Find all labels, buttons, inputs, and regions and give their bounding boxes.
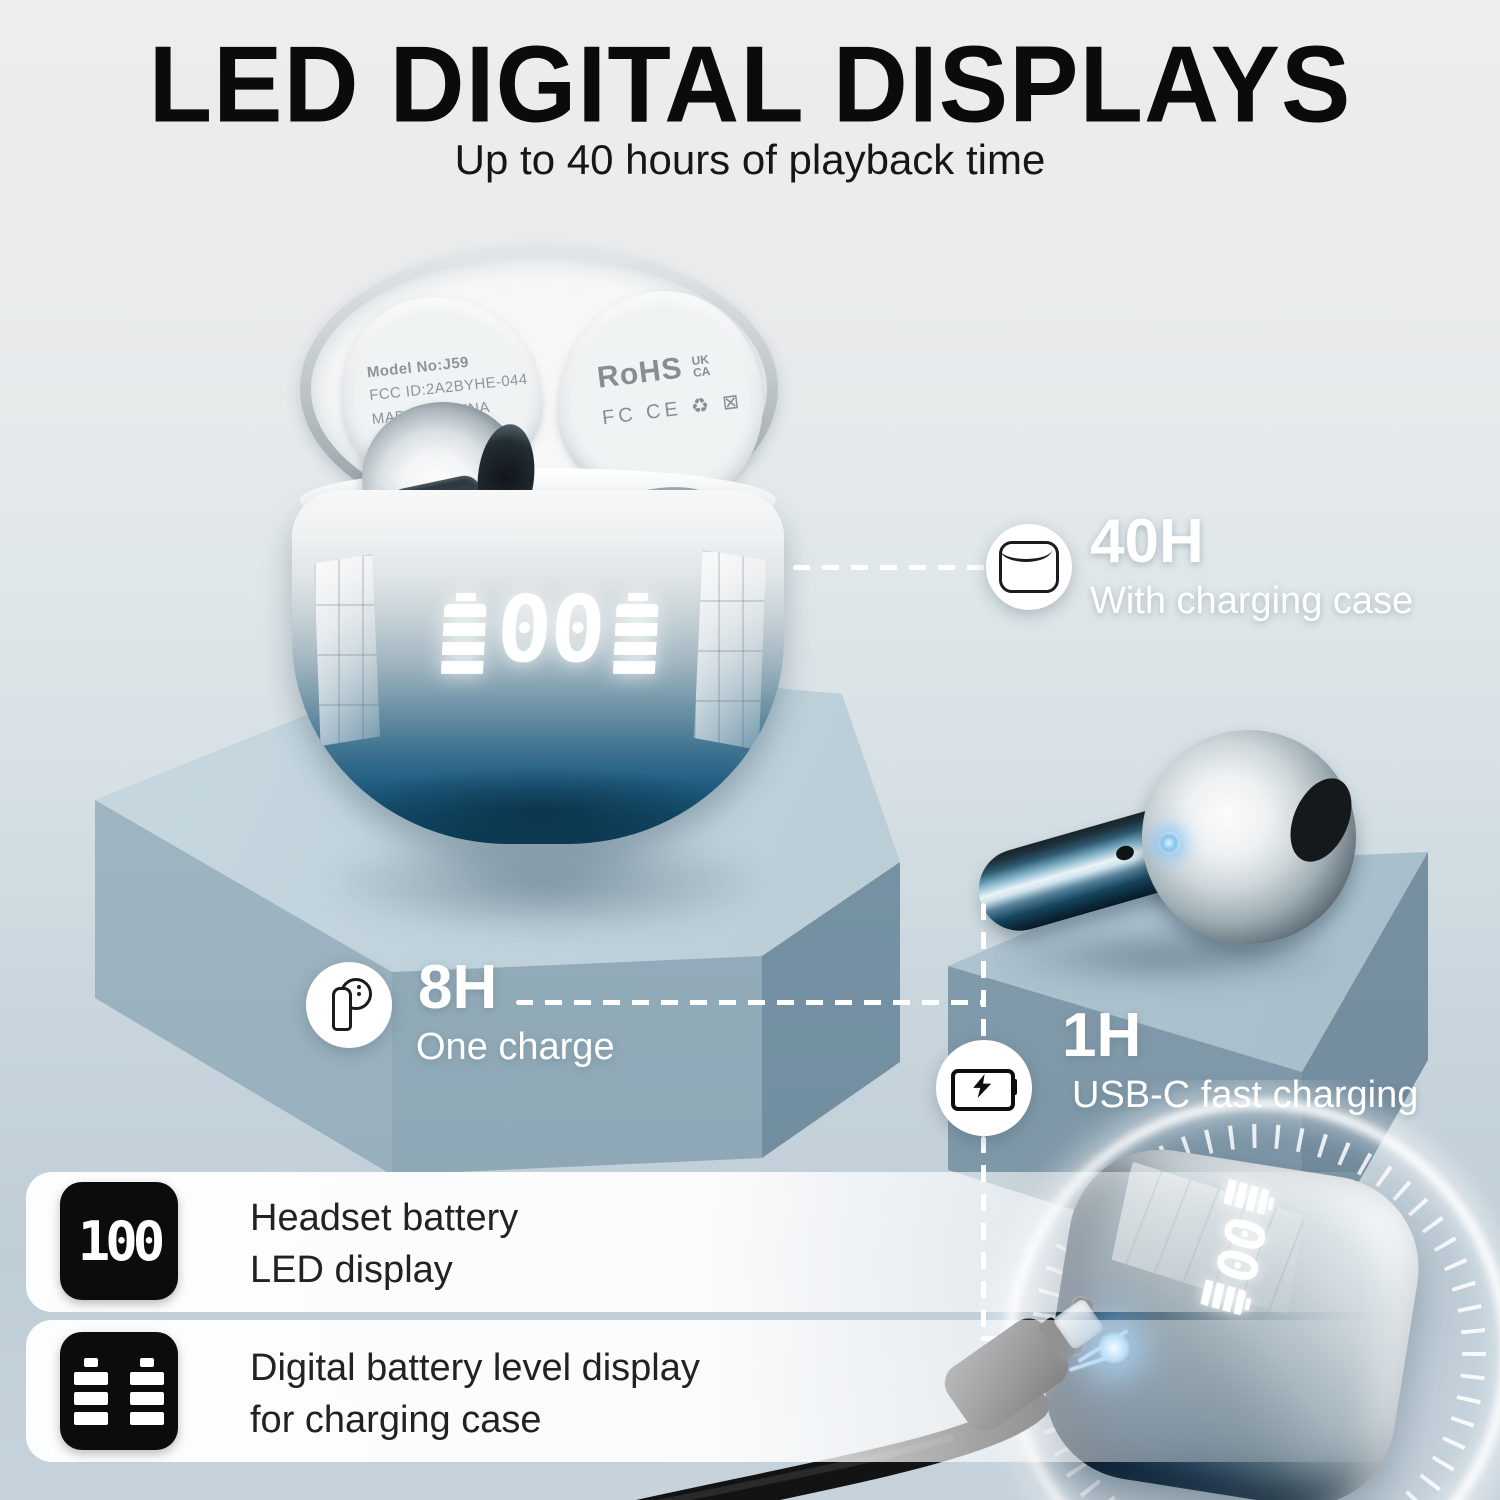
feature-2-line-2: for charging case [250,1399,542,1441]
ukca-mark: UK CA [690,352,712,381]
feature-text-1: Headset battery LED display [250,1192,518,1296]
earbud-led-sparkle [1158,832,1180,854]
page-subtitle: Up to 40 hours of playback time [454,136,1046,183]
window-reflection-right [694,550,766,750]
case-shadow [310,828,780,938]
led-digits: 00 [494,576,607,683]
feature-2-line-1: Digital battery level display [250,1347,700,1389]
callout-case-circle [986,524,1072,610]
feature-1-line-1: Headset battery [250,1197,519,1239]
feature-band [26,1172,1446,1312]
battery-levels-icon [60,1332,178,1450]
callout-case-label: With charging case [1090,580,1414,622]
dashed-connector-earbud [981,903,986,1040]
led-digits-icon: 100 [60,1182,178,1300]
led-battery-display: 00 [437,576,662,686]
feature-text-2: Digital battery level display for chargi… [250,1342,700,1446]
certification-marks: FC CE ♻ ⊠ [600,390,745,430]
battery-gauge-icon [613,592,659,676]
callout-case-value: 40H [1090,507,1204,576]
battery-charging-icon [951,1069,1017,1111]
callout-earbud-circle [306,962,392,1048]
charging-case-body [292,490,784,844]
feature-1-line-2: LED display [250,1249,453,1291]
feature-band [26,1320,1446,1462]
charging-case-icon [999,541,1059,593]
callout-earbud-label: One charge [416,1026,615,1068]
battery-gauge-icon [440,592,487,676]
callout-charge-value: 1H [1062,1001,1142,1070]
window-reflection-left [314,554,380,746]
callout-earbud-value: 8H [418,953,498,1022]
callout-charge-circle [936,1040,1032,1136]
rohs-mark: RoHS [595,351,685,395]
dashed-connector-8h [516,1000,984,1005]
lid-markings-right: RoHS UK CA FC CE ♻ ⊠ [595,345,744,431]
earbud-icon [326,978,372,1032]
dashed-connector-40h [793,565,988,570]
page-title: LED DIGITAL DISPLAYS [148,24,1352,146]
